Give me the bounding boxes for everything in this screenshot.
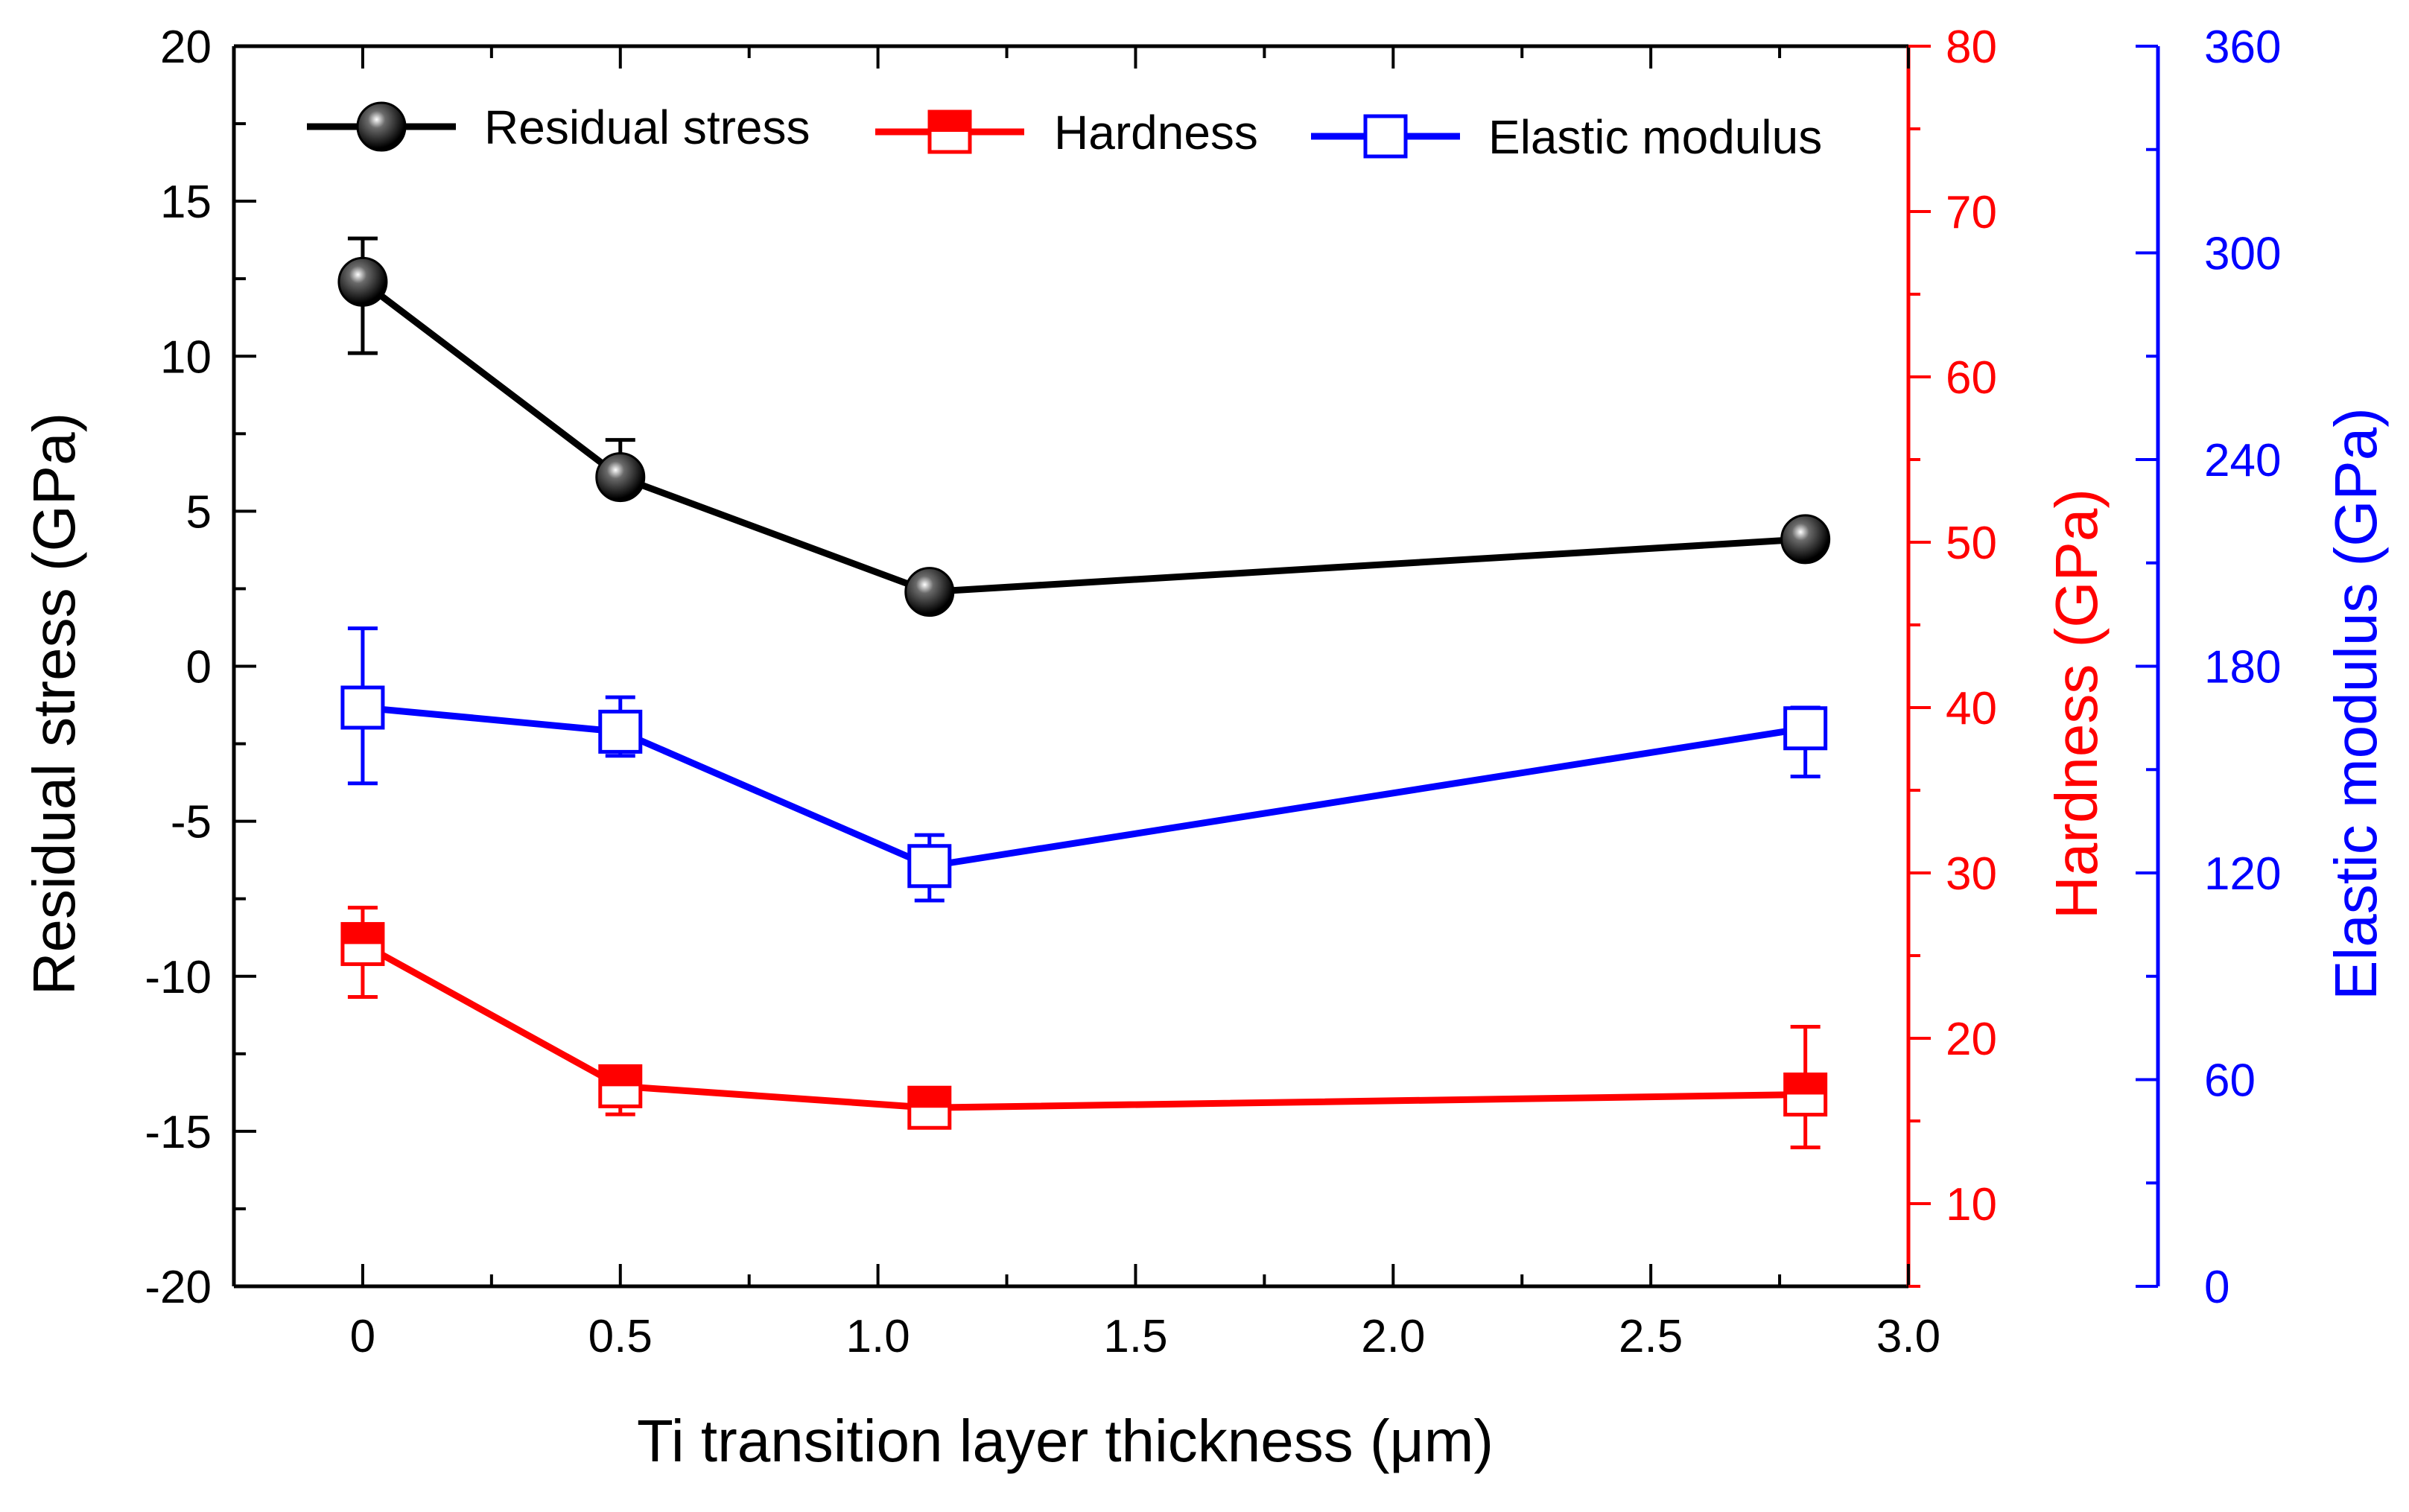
legend-label-elastic-modulus: Elastic modulus [1488,110,1822,164]
sphere-marker [337,256,388,307]
square-marker-fill [930,112,970,132]
hardness-point [907,1085,952,1130]
left-tick-label: -20 [145,1262,212,1313]
elastic-modulus-point [598,709,643,754]
open-square-marker [598,709,643,754]
hardness-tick-label: 70 [1946,187,1997,238]
left-tick-label: 15 [160,177,212,228]
elastic-modulus-point [1783,706,1828,751]
open-square-marker [340,685,385,730]
axes-layer: 0 0.5 1.0 1.5 2.0 2.5 3.0 -20 -15 -10 -5 0 5 10 15 20 10… [145,22,2281,1362]
x-tick-label: 3.0 [1876,1311,1940,1362]
square-marker-fill [1785,1074,1826,1095]
modulus-axis-label: Elastic modulus (GPa) [2323,407,2389,1000]
elastic-modulus-point [907,844,952,889]
residual-stress-point [1780,514,1831,565]
legend-marker-residual-stress [356,101,407,152]
left-tick-label: 20 [160,22,212,73]
hardness-axis-label: Hardness (GPa) [2043,489,2110,919]
sphere-marker [356,101,407,152]
residual-stress-point [904,567,955,617]
left-tick-label: -10 [145,952,212,1003]
left-tick-label: 10 [160,331,212,383]
modulus-tick-label: 360 [2204,22,2281,73]
legend: Residual stress Hardness Elastic modulus [307,101,1822,164]
hardness-tick-label: 40 [1946,683,1997,734]
x-tick-label: 2.5 [1619,1311,1683,1362]
hardness-tick-label: 50 [1946,518,1997,569]
left-tick-label: 0 [186,642,212,693]
hardness-tick-label: 20 [1946,1014,1997,1065]
modulus-tick-label: 60 [2204,1055,2256,1107]
square-marker-fill [909,1087,950,1108]
open-square-marker [1783,706,1828,751]
series-layer [337,236,1831,1150]
open-square-marker [907,844,952,889]
left-axis-label: Residual stress (GPa) [21,413,87,995]
left-tick-label: -15 [145,1107,212,1158]
legend-label-hardness: Hardness [1054,106,1258,159]
x-tick-label: 1.0 [846,1311,910,1362]
hardness-line [361,941,1806,1111]
modulus-tick-label: 300 [2204,229,2281,280]
hardness-point [340,921,385,966]
legend-label-residual-stress: Residual stress [484,101,810,154]
square-marker-fill [600,1066,641,1087]
hardness-point [598,1064,643,1108]
modulus-tick-label: 240 [2204,435,2281,486]
legend-marker-elastic-modulus [1363,114,1408,159]
x-axis-label: Ti transition layer thickness (μm) [637,1408,1494,1474]
open-square-marker [1363,114,1408,159]
modulus-tick-label: 180 [2204,642,2281,693]
x-tick-label: 0 [350,1311,375,1362]
elastic-modulus-line [362,704,1806,870]
hardness-point [1783,1072,1828,1116]
residual-stress-point [595,452,646,503]
sphere-marker [1780,514,1831,565]
sphere-marker [595,452,646,503]
legend-marker-hardness [927,109,972,154]
square-marker-fill [342,924,383,944]
modulus-tick-label: 0 [2204,1262,2229,1313]
residual-stress-line [361,279,1806,596]
x-tick-label: 0.5 [588,1311,653,1362]
hardness-tick-label: 80 [1946,22,1997,73]
modulus-tick-label: 120 [2204,848,2281,900]
hardness-tick-label: 60 [1946,352,1997,404]
hardness-tick-label: 30 [1946,848,1997,900]
left-tick-label: 5 [186,486,212,538]
sphere-marker [904,567,955,617]
x-tick-label: 1.5 [1103,1311,1167,1362]
hardness-tick-label: 10 [1946,1179,1997,1230]
residual-stress-point [337,256,388,307]
x-tick-label: 2.0 [1361,1311,1425,1362]
elastic-modulus-point [340,685,385,730]
left-tick-label: -5 [171,797,212,848]
